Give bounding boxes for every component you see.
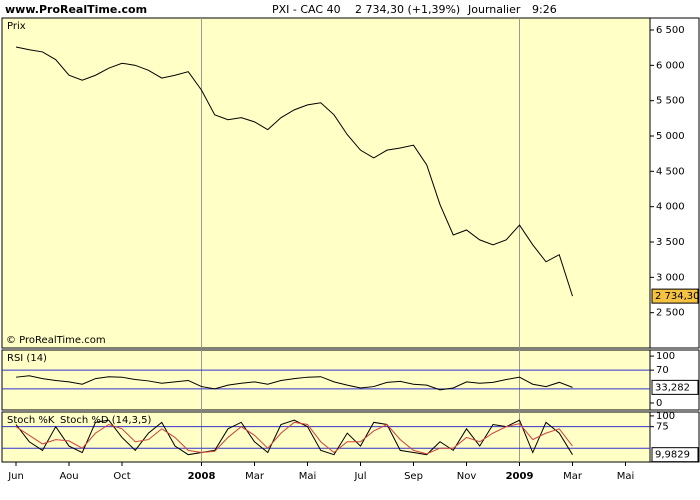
series-line <box>15 421 573 455</box>
panel-label: RSI (14) <box>7 353 47 364</box>
panel-background <box>1 411 651 463</box>
series-line <box>15 375 573 391</box>
x-tick-label: 2008 <box>188 471 216 482</box>
y-tick-label: 75 <box>656 422 669 433</box>
panel-background <box>1 349 651 411</box>
last-value-box <box>651 379 699 395</box>
x-tick-label: Jul <box>353 471 366 482</box>
last-value-box <box>651 288 699 304</box>
x-tick-label: Jun <box>7 471 24 482</box>
symbol: PXI - CAC 40 <box>272 3 341 16</box>
y-tick-label: 2 500 <box>656 308 685 319</box>
quote: 2 734,30 (+1,39%) <box>355 3 460 16</box>
time: 9:26 <box>532 3 557 16</box>
last-value-box <box>651 447 699 463</box>
y-tick-label: 100 <box>656 411 675 422</box>
y-tick-label: 0 <box>656 398 662 409</box>
site-name: www.ProRealTime.com <box>5 3 147 16</box>
y-tick-label: 70 <box>656 365 669 376</box>
panel-label-2: Stoch %D (14,3,5) <box>60 415 151 426</box>
credit: © ProRealTime.com <box>6 335 106 346</box>
series-line <box>15 46 573 297</box>
y-tick-label: 4 500 <box>656 166 685 177</box>
x-tick-label: Aou <box>59 471 78 482</box>
x-tick-label: Mai <box>299 471 317 482</box>
panel-background <box>1 17 651 349</box>
panel-label: Prix <box>7 21 26 32</box>
x-tick-label: 2009 <box>506 471 534 482</box>
panel-label: Stoch %K <box>7 415 55 426</box>
last-value-label: 33,282 <box>655 382 690 393</box>
x-tick-label: Mai <box>617 471 635 482</box>
x-tick-label: Mar <box>563 471 583 482</box>
x-tick-label: Oct <box>113 471 130 482</box>
y-tick-label: 6 500 <box>656 25 685 36</box>
y-tick-label: 3 000 <box>656 272 685 283</box>
y-tick-label: 5 000 <box>656 131 685 142</box>
x-tick-label: Nov <box>457 471 477 482</box>
y-tick-label: 3 500 <box>656 237 685 248</box>
last-value-label: 9,9829 <box>655 450 690 461</box>
series-line <box>15 419 573 456</box>
y-tick-label: 5 500 <box>656 96 685 107</box>
x-tick-label: Mar <box>245 471 265 482</box>
y-tick-label: 6 000 <box>656 60 685 71</box>
y-tick-label: 4 000 <box>656 202 685 213</box>
period: Journalier <box>467 3 521 16</box>
x-tick-label: Sep <box>404 471 423 482</box>
last-value-label: 2 734,30 <box>655 291 700 302</box>
y-tick-label: 100 <box>656 351 675 362</box>
